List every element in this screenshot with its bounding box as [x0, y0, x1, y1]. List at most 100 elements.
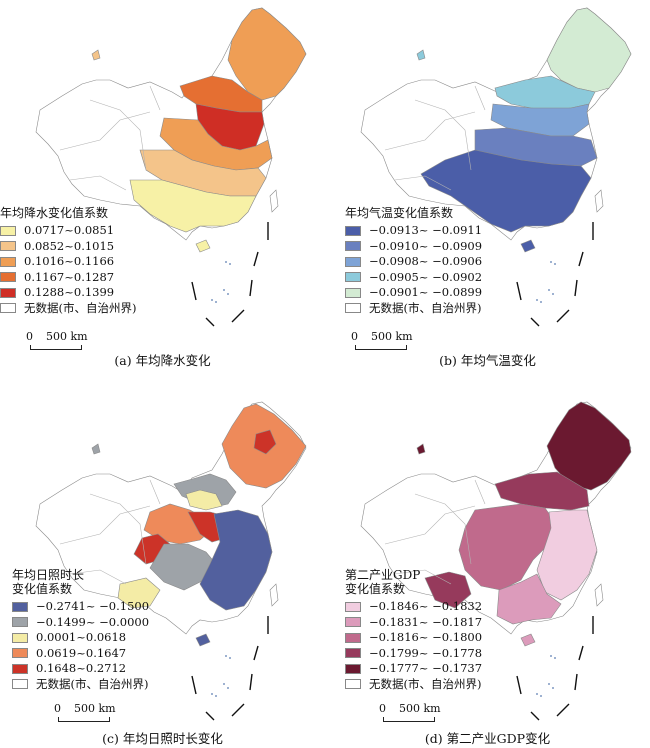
legend-item-nodata: 无数据(市、自治州界) [0, 301, 136, 317]
legend-item: 0.0717~0.0851 [0, 223, 136, 239]
legend: 年均日照时长 变化值系数 −0.2741~ −0.1500 −0.1499~ −0… [12, 569, 149, 692]
legend-title: 年均日照时长 变化值系数 [12, 569, 149, 595]
legend-swatch [12, 617, 28, 628]
legend-swatch [345, 303, 361, 314]
legend-swatch [345, 225, 361, 236]
legend-item: −0.1831~ −0.1817 [345, 615, 482, 631]
legend-label: 0.0717~0.0851 [24, 223, 115, 237]
legend: 第二产业GDP 变化值系数 −0.1846~ −0.1832 −0.1831~ −… [345, 569, 482, 692]
island-dot [211, 693, 213, 695]
legend-swatch [12, 679, 28, 690]
legend-label: −0.1499~ −0.0000 [36, 614, 150, 629]
south-china-sea-boundary [191, 222, 269, 327]
internal-boundary [384, 85, 486, 191]
legend: 年均气温变化值系数 −0.0913~ −0.0911 −0.0910~ −0.09… [345, 207, 482, 316]
legend-label: −0.1846~ −0.1832 [369, 599, 483, 613]
taiwan-island [594, 583, 604, 607]
legend-item: −0.1846~ −0.1832 [345, 599, 482, 615]
legend-title: 年均气温变化值系数 [345, 206, 454, 220]
scale-distance: 500 km [399, 702, 441, 715]
region [458, 503, 556, 591]
scale-distance: 500 km [371, 330, 413, 343]
legend-item: 0.1648~0.2712 [12, 661, 149, 677]
legend-label: −0.0913~ −0.0911 [369, 223, 483, 237]
south-china-sea-boundary [191, 616, 269, 721]
china-map [360, 401, 632, 721]
island-dot [540, 301, 542, 303]
legend-title: 第二产业GDP 变化值系数 [345, 569, 482, 595]
island-dot [225, 655, 227, 657]
legend-label: −0.0910~ −0.0909 [369, 238, 483, 253]
legend-item: 0.1167~0.1287 [0, 270, 136, 286]
legend-label: 0.0852~0.1015 [24, 238, 115, 253]
legend-item: −0.2741~ −0.1500 [12, 599, 149, 615]
hainan-island [520, 633, 536, 647]
island-dot [215, 695, 217, 697]
legend-item: −0.1499~ −0.0000 [12, 615, 149, 631]
island-dot [550, 261, 552, 263]
legend-swatch [345, 287, 361, 298]
legend-swatch [0, 287, 16, 298]
legend-label: 0.0619~0.1647 [36, 645, 127, 660]
legend-item: 0.1288~0.1399 [0, 285, 136, 301]
island-dot [554, 657, 556, 659]
caption: (d) 第二产业GDP变化 [424, 731, 551, 746]
legend-swatch [0, 303, 16, 314]
region [227, 7, 307, 101]
region [129, 179, 257, 233]
region [185, 489, 223, 511]
map-layer [360, 401, 632, 721]
region [490, 103, 590, 137]
legend-label: 0.1648~0.2712 [36, 661, 127, 675]
china-map [360, 7, 632, 327]
region [91, 49, 101, 61]
legend-item: −0.1777~ −0.1737 [345, 661, 482, 677]
region [424, 571, 472, 609]
legend-label: −0.1799~ −0.1778 [369, 645, 483, 660]
legend-title-line2: 变化值系数 [12, 582, 73, 596]
legend-swatch [345, 679, 361, 690]
region [494, 471, 590, 511]
island-dot [229, 263, 231, 265]
south-china-sea-boundary [516, 616, 594, 721]
island-dot [215, 301, 217, 303]
legend: 年均降水变化值系数 0.0717~0.0851 0.0852~0.1015 0.10… [0, 207, 136, 316]
legend-item: −0.0901~ −0.0899 [345, 285, 482, 301]
island-dot [223, 289, 225, 291]
legend-swatch [345, 241, 361, 252]
scale-zero: 0 [379, 702, 386, 715]
legend-label: −0.0901~ −0.0899 [369, 285, 483, 299]
legend-label: −0.1831~ −0.1817 [369, 614, 483, 629]
legend-item: −0.1816~ −0.1800 [345, 630, 482, 646]
legend-swatch [345, 256, 361, 267]
island-dot [552, 293, 554, 295]
map-layer [35, 401, 307, 721]
hainan-island [195, 239, 211, 253]
region [536, 509, 598, 601]
legend-swatch [0, 272, 16, 283]
caption: (b) 年均气温变化 [439, 353, 536, 368]
island-dot [227, 687, 229, 689]
legend-swatch [12, 601, 28, 612]
legend-label: −0.1816~ −0.1800 [369, 630, 483, 644]
scale-zero: 0 [26, 330, 33, 343]
china-map [35, 401, 307, 721]
legend-item: 0.1016~0.1166 [0, 254, 136, 270]
legend-swatch [12, 648, 28, 659]
region [199, 509, 273, 611]
legend-item-nodata: 无数据(市、自治州界) [345, 301, 482, 317]
region [91, 443, 101, 455]
island-dot [223, 683, 225, 685]
caption: (a) 年均降水变化 [114, 353, 211, 368]
hainan-island [520, 239, 536, 253]
legend-label: 无数据(市、自治州界) [369, 300, 482, 315]
island-dot [536, 693, 538, 695]
region [117, 577, 161, 609]
island-dot [227, 293, 229, 295]
internal-boundary [59, 85, 161, 191]
legend-label: 无数据(市、自治州界) [24, 300, 137, 315]
legend-label: 0.1288~0.1399 [24, 285, 115, 299]
legend-item: −0.0910~ −0.0909 [345, 239, 482, 255]
legend-title: 年均降水变化值系数 [0, 206, 109, 220]
legend-label: −0.0905~ −0.0902 [369, 269, 483, 284]
